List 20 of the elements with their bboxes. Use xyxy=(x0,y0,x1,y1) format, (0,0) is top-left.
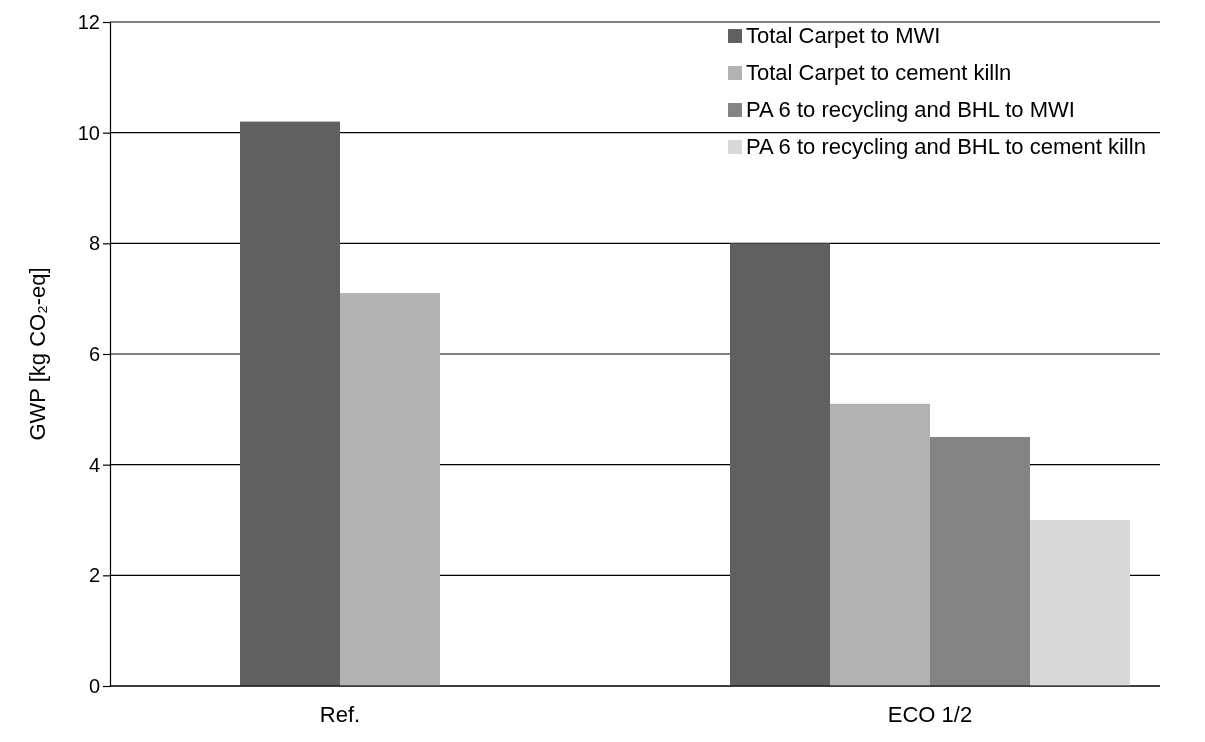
y-tick-label: 4 xyxy=(88,453,100,476)
bar xyxy=(340,293,440,686)
y-tick-label: 6 xyxy=(88,342,100,365)
legend-label: Total Carpet to MWI xyxy=(746,23,941,48)
y-axis-title: GWP [kg CO₂-eq] xyxy=(25,267,50,441)
x-tick-label: ECO 1/2 xyxy=(887,702,973,727)
bar xyxy=(930,437,1030,686)
y-tick-label: 8 xyxy=(88,232,100,255)
legend-label: Total Carpet to cement killn xyxy=(746,60,1012,85)
legend-label: PA 6 to recycling and BHL to cement killn xyxy=(746,134,1146,159)
legend-label: PA 6 to recycling and BHL to MWI xyxy=(746,97,1075,122)
bar xyxy=(730,243,830,686)
y-tick-label: 10 xyxy=(77,121,100,144)
bar xyxy=(830,403,930,686)
y-tick-label: 12 xyxy=(77,10,100,33)
bar xyxy=(1030,520,1130,686)
x-tick-label: Ref. xyxy=(319,702,361,727)
y-tick-label: 0 xyxy=(88,674,100,697)
bar xyxy=(240,121,340,686)
y-tick-label: 2 xyxy=(88,564,100,587)
